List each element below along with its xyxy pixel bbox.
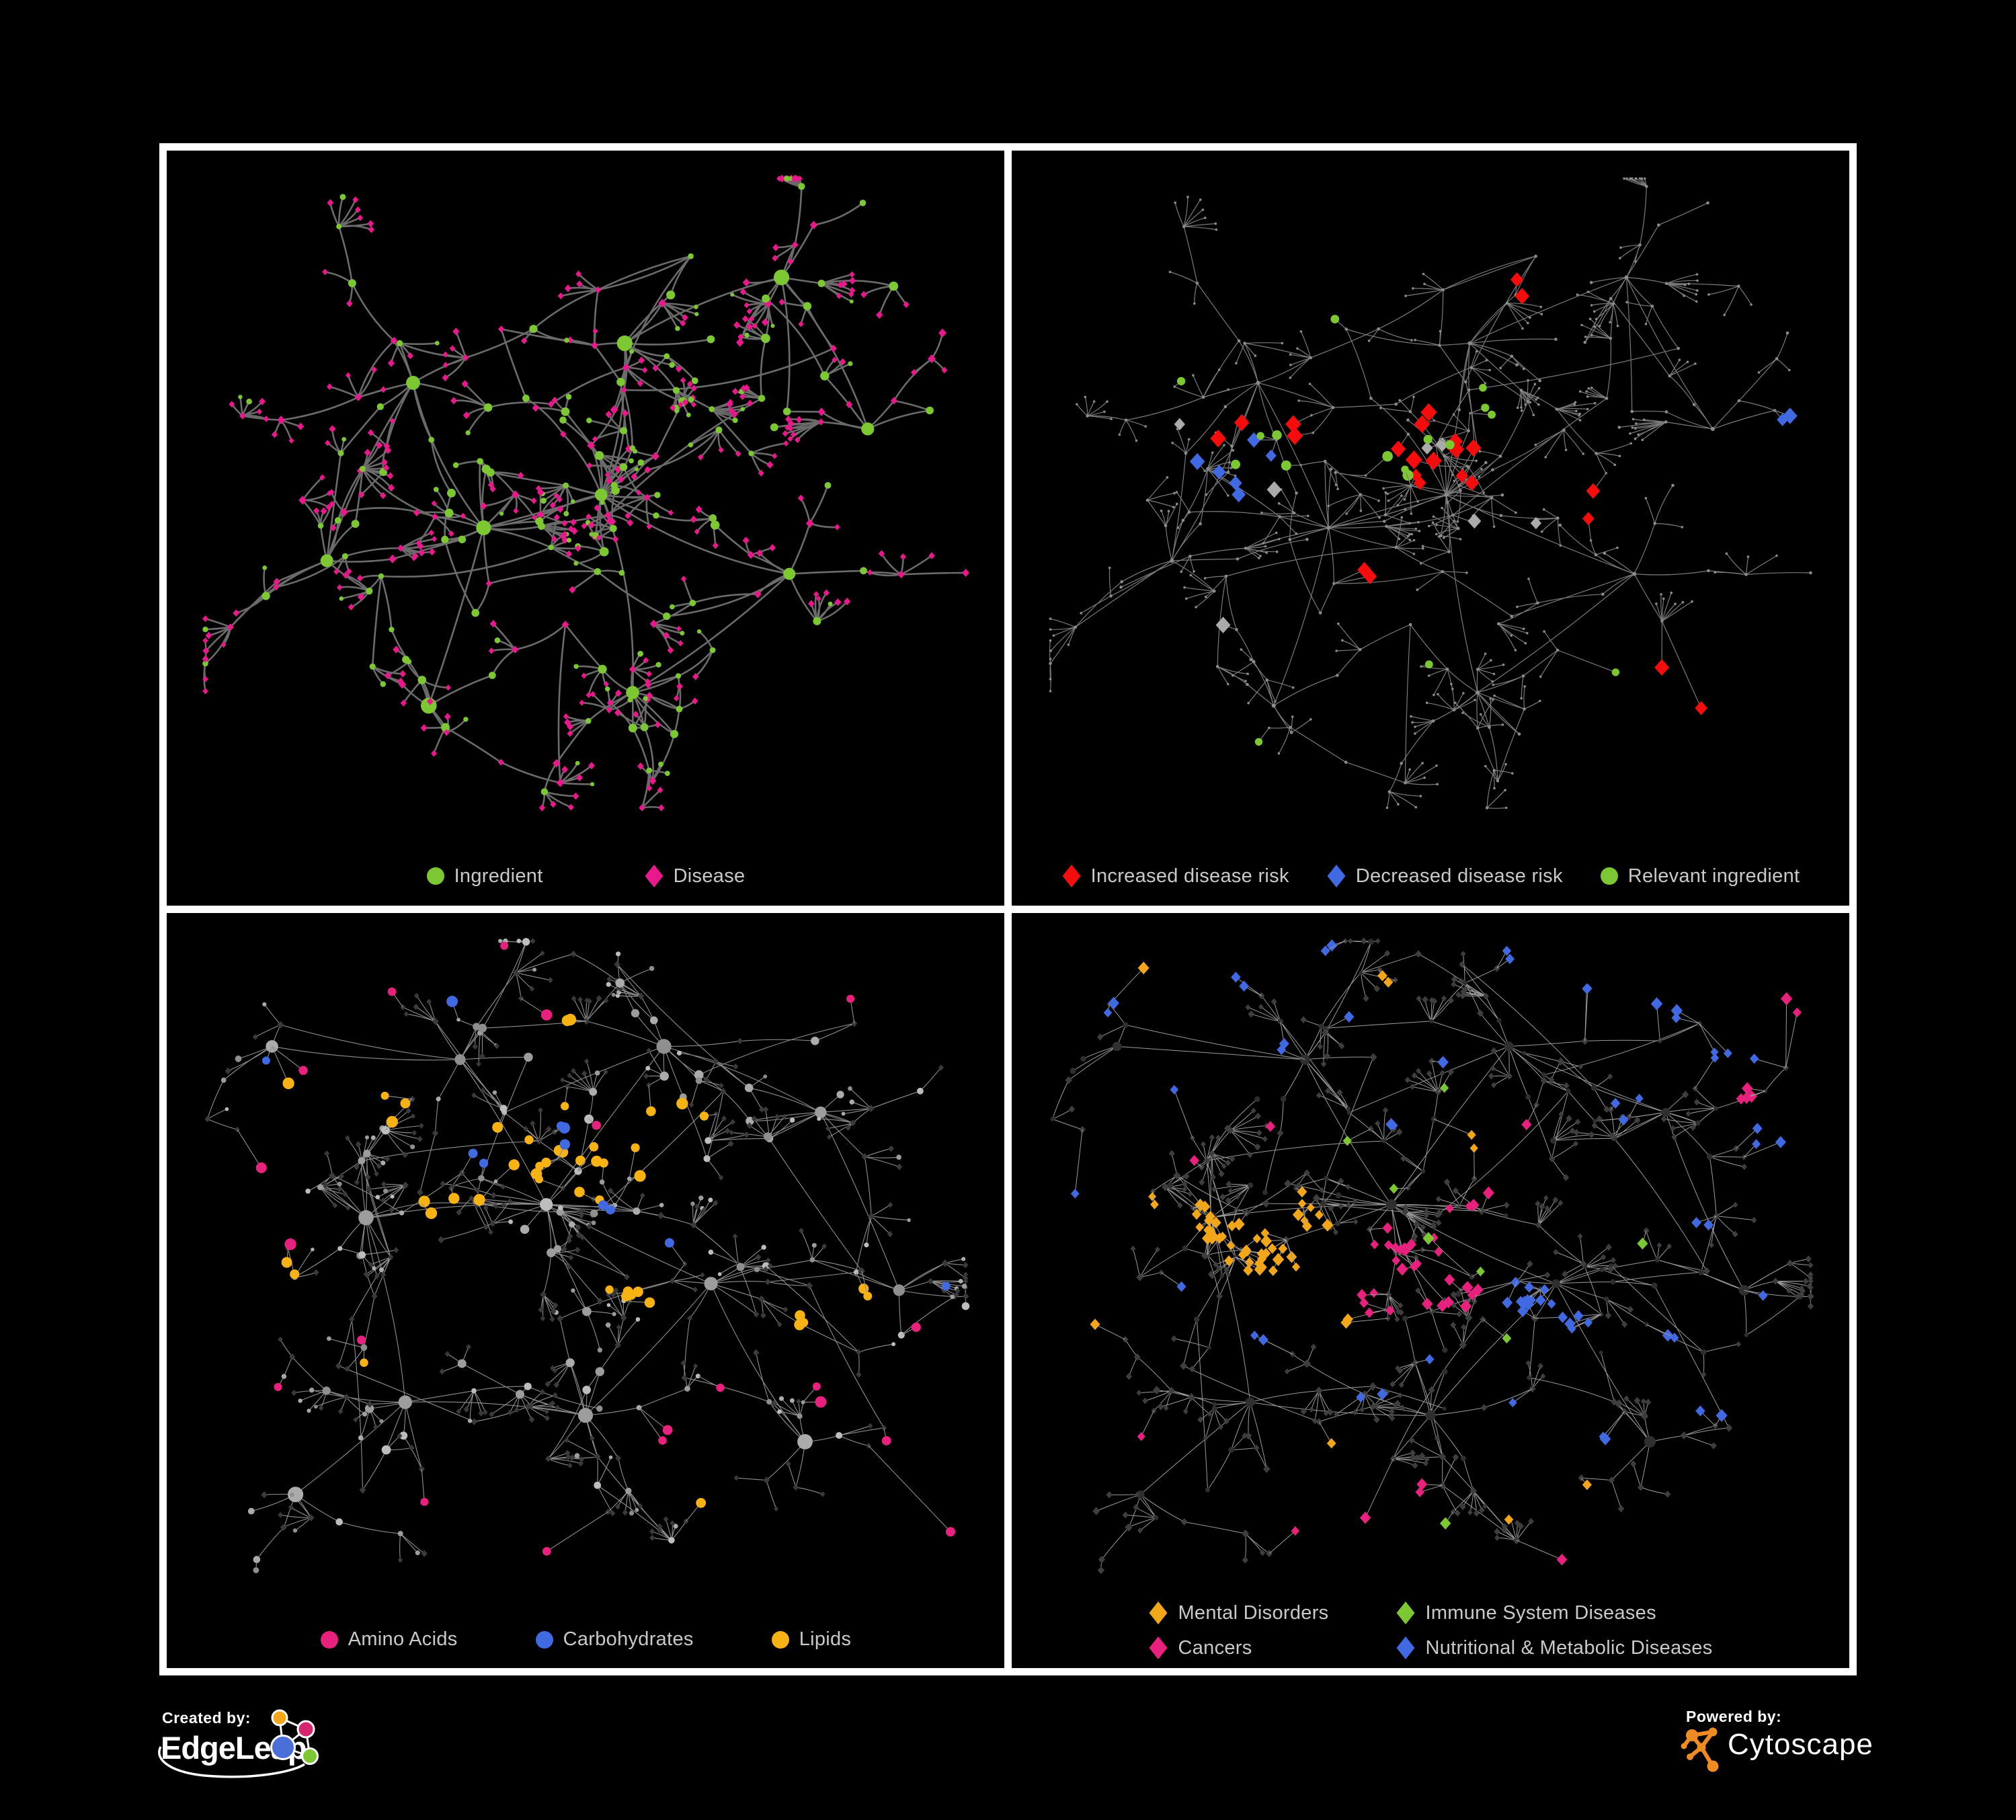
legend-item: Decreased disease risk xyxy=(1326,864,1563,888)
cytoscape-branding: Powered by: Cytoscape xyxy=(1679,1706,1908,1787)
legend-label: Immune System Diseases xyxy=(1425,1601,1656,1624)
diamond-marker-icon xyxy=(1396,1636,1415,1659)
legend-label: Increased disease risk xyxy=(1090,865,1289,887)
cytoscape-logo-icon xyxy=(1681,1727,1719,1772)
panel-disease-categories: Mental Disorders Immune System Diseases … xyxy=(1012,913,1849,1668)
network-graph-disease-risk xyxy=(1049,177,1812,809)
legend-label: Disease xyxy=(673,865,745,887)
legend-item: Lipids xyxy=(771,1628,852,1651)
legend-label: Lipids xyxy=(799,1628,852,1650)
panel-ingredient-classes: Amino Acids Carbohydrates Lipids xyxy=(167,913,1004,1668)
network-graph-ingredient-disease xyxy=(202,174,969,812)
legend-label: Nutritional & Metabolic Diseases xyxy=(1425,1636,1713,1659)
network-graph-disease-categories xyxy=(1050,937,1814,1575)
edgeleap-logo-icon xyxy=(158,1709,319,1778)
legend-item: Cancers xyxy=(1148,1636,1328,1660)
created-by-label: Created by: xyxy=(162,1709,251,1727)
circle-marker-icon xyxy=(771,1630,789,1649)
legend-item: Carbohydrates xyxy=(535,1628,694,1651)
circle-marker-icon xyxy=(1600,867,1618,885)
diamond-marker-icon xyxy=(1327,865,1346,887)
diamond-marker-icon xyxy=(1062,865,1081,887)
edgeleap-branding: Created by: EdgeLeap xyxy=(158,1702,400,1803)
panel-ingredient-disease: Ingredient Disease xyxy=(167,151,1004,906)
legend-item: Amino Acids xyxy=(320,1628,458,1651)
legend: Amino Acids Carbohydrates Lipids xyxy=(167,1628,1004,1651)
legend: Increased disease risk Decreased disease… xyxy=(1012,864,1849,888)
legend-item: Ingredient xyxy=(426,865,543,887)
legend-item: Relevant ingredient xyxy=(1600,865,1800,887)
figure-grid: Ingredient Disease Increased disease ris… xyxy=(159,143,1857,1675)
legend: Ingredient Disease xyxy=(167,864,1004,888)
legend-item: Mental Disorders xyxy=(1148,1601,1328,1625)
legend-label: Carbohydrates xyxy=(563,1628,694,1650)
diamond-marker-icon xyxy=(1396,1601,1415,1624)
diamond-marker-icon xyxy=(1149,1636,1168,1659)
panel-disease-risk: Increased disease risk Decreased disease… xyxy=(1012,151,1849,906)
powered-by-label: Powered by: xyxy=(1686,1708,1782,1725)
legend-item: Disease xyxy=(644,864,745,888)
circle-marker-icon xyxy=(320,1630,338,1649)
legend-label: Relevant ingredient xyxy=(1627,865,1800,887)
diamond-marker-icon xyxy=(1149,1601,1168,1624)
legend-item: Increased disease risk xyxy=(1061,864,1289,888)
legend-item: Nutritional & Metabolic Diseases xyxy=(1396,1636,1712,1660)
network-graph-ingredient-classes xyxy=(204,938,970,1573)
circle-marker-icon xyxy=(426,867,444,885)
legend-label: Ingredient xyxy=(454,865,543,887)
legend-item: Immune System Diseases xyxy=(1396,1601,1712,1625)
legend-label: Decreased disease risk xyxy=(1355,865,1563,887)
diamond-marker-icon xyxy=(645,865,663,887)
legend: Mental Disorders Immune System Diseases … xyxy=(1012,1601,1849,1660)
legend-label: Amino Acids xyxy=(348,1628,458,1650)
legend-label: Mental Disorders xyxy=(1178,1601,1329,1624)
cytoscape-wordmark: Cytoscape xyxy=(1728,1728,1873,1761)
legend-label: Cancers xyxy=(1178,1636,1252,1659)
circle-marker-icon xyxy=(535,1630,553,1649)
